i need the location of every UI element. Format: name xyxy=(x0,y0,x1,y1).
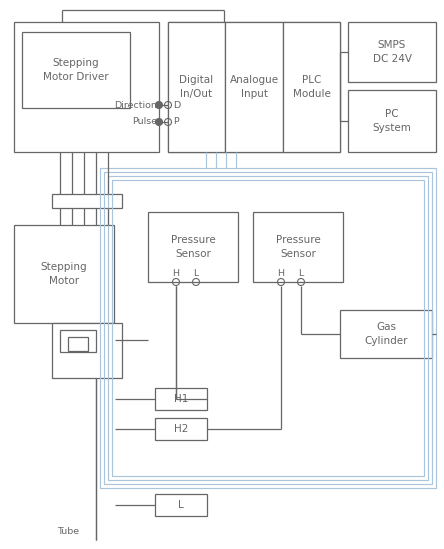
Circle shape xyxy=(155,102,163,109)
Bar xyxy=(52,323,122,378)
Text: PLC
Module: PLC Module xyxy=(293,75,330,99)
Text: Analogue
Input: Analogue Input xyxy=(230,75,278,99)
Text: L: L xyxy=(178,500,184,510)
Bar xyxy=(100,168,436,488)
Text: H: H xyxy=(173,270,179,278)
Text: L: L xyxy=(298,270,304,278)
Bar xyxy=(14,22,159,152)
Bar xyxy=(14,225,114,323)
Bar xyxy=(108,176,428,480)
Text: H2: H2 xyxy=(174,424,188,434)
Text: Pressure
Sensor: Pressure Sensor xyxy=(276,235,321,259)
Text: Gas
Cylinder: Gas Cylinder xyxy=(364,322,408,346)
Bar xyxy=(52,194,122,208)
Text: Pressure
Sensor: Pressure Sensor xyxy=(170,235,215,259)
Bar xyxy=(22,32,130,108)
Bar xyxy=(168,22,225,152)
Text: L: L xyxy=(194,270,198,278)
Bar xyxy=(155,494,207,516)
Text: SMPS
DC 24V: SMPS DC 24V xyxy=(373,40,412,64)
Bar xyxy=(348,22,436,82)
Bar xyxy=(68,337,88,351)
Bar xyxy=(60,330,96,352)
Bar xyxy=(148,212,238,282)
Bar xyxy=(104,172,432,484)
Text: PC
System: PC System xyxy=(373,109,412,133)
Text: Direction: Direction xyxy=(114,100,157,109)
Text: Pulse: Pulse xyxy=(132,117,157,126)
Text: Tube: Tube xyxy=(57,528,79,536)
Text: D: D xyxy=(173,100,180,109)
Text: H1: H1 xyxy=(174,394,188,404)
Bar xyxy=(253,212,343,282)
Bar xyxy=(283,22,340,152)
Bar xyxy=(340,310,432,358)
Text: Stepping
Motor: Stepping Motor xyxy=(41,262,87,286)
Bar xyxy=(348,90,436,152)
Bar xyxy=(155,388,207,410)
Bar xyxy=(225,22,283,152)
Text: P: P xyxy=(173,117,179,126)
Bar xyxy=(168,22,340,152)
Text: Stepping
Motor Driver: Stepping Motor Driver xyxy=(43,58,109,82)
Circle shape xyxy=(155,119,163,126)
Bar xyxy=(155,418,207,440)
Text: H: H xyxy=(278,270,285,278)
Bar xyxy=(112,180,424,476)
Text: Digital
In/Out: Digital In/Out xyxy=(179,75,214,99)
